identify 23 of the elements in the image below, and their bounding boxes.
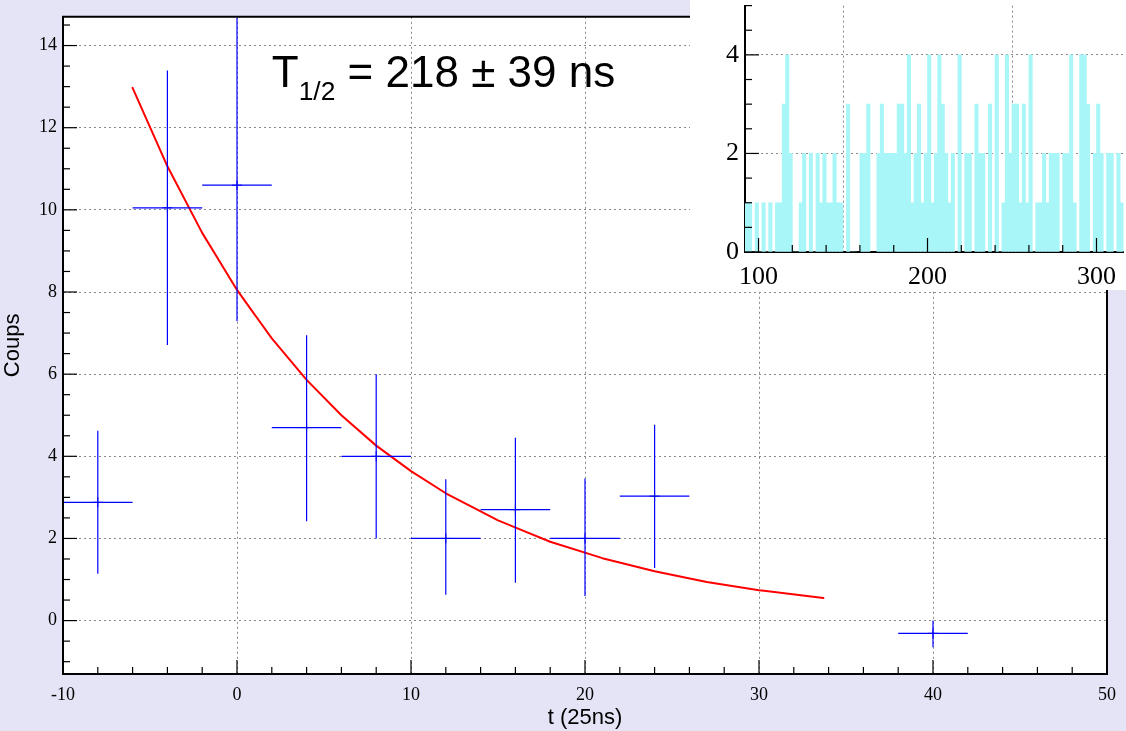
x-tick-label: 100: [739, 261, 779, 291]
x-tick-label: -10: [51, 683, 75, 704]
y-tick-label: 0: [726, 235, 739, 265]
x-tick-label: 40: [924, 683, 942, 704]
y-tick-label: 10: [39, 198, 57, 219]
x-tick-label: 30: [750, 683, 768, 704]
y-tick-label: 4: [726, 38, 739, 68]
y-tick-label: 2: [48, 527, 57, 548]
x-tick-label: 20: [576, 683, 594, 704]
y-tick-label: 12: [39, 116, 57, 137]
x-tick-label: 300: [1077, 261, 1116, 291]
y-tick-label: 2: [726, 137, 739, 167]
x-axis-title: t (25ns): [547, 703, 623, 729]
y-tick-label: 8: [48, 280, 57, 301]
y-tick-label: 0: [48, 609, 57, 630]
y-tick-label: 4: [48, 445, 57, 466]
x-tick-label: 0: [232, 683, 242, 704]
y-tick-label: 14: [39, 34, 57, 55]
x-tick-label: 200: [908, 261, 948, 291]
y-tick-label: 6: [48, 362, 57, 383]
x-tick-label: 50: [1098, 683, 1116, 704]
y-axis-title: Coups: [0, 313, 25, 378]
x-tick-label: 10: [402, 683, 420, 704]
